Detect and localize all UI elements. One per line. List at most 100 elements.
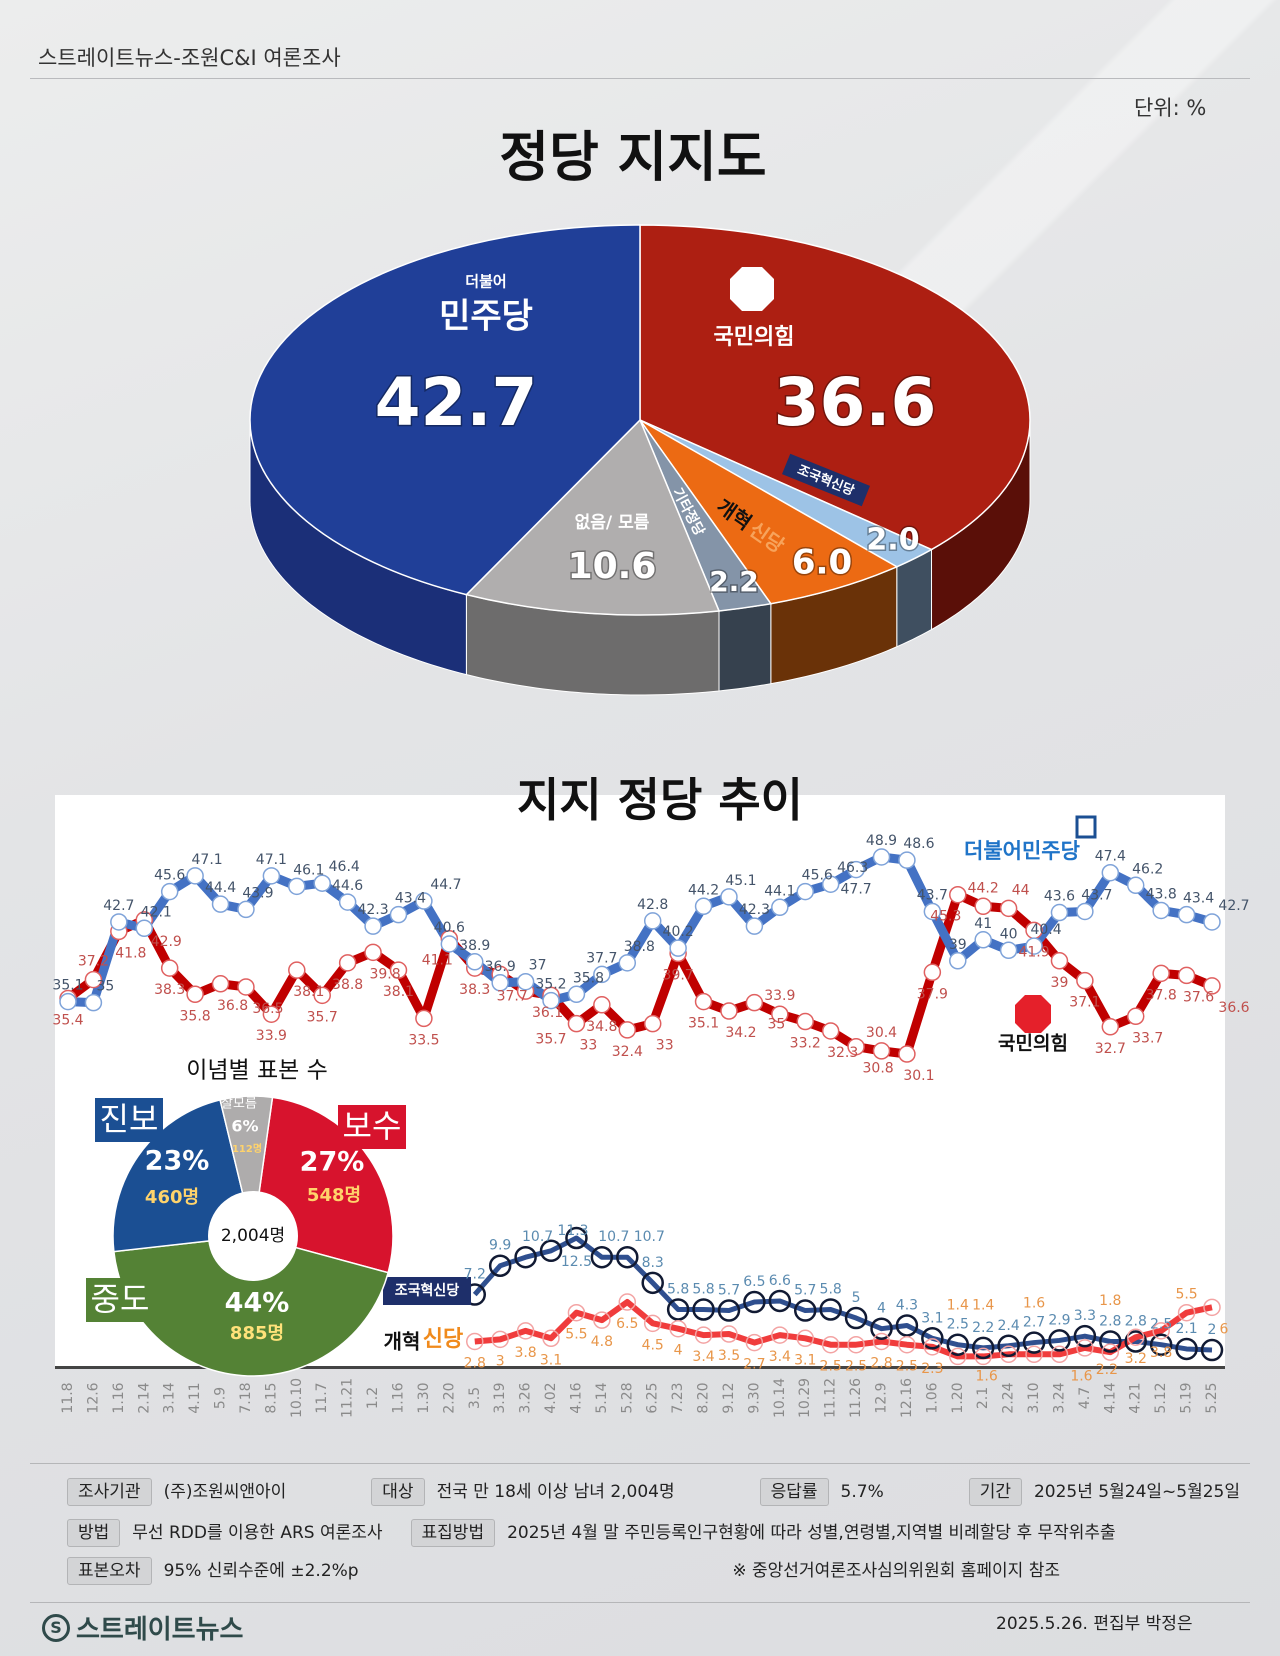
point-ppp [389, 961, 408, 979]
x-tick-label: 3.10 [1026, 1382, 1042, 1413]
data-label-ppp: 34.8 [586, 1019, 617, 1035]
method-value: 무선 RDD를 이용한 ARS 여론조사 [132, 1523, 383, 1543]
data-label-rebuilding: 2 [1208, 1322, 1217, 1338]
data-label-democratic: 35 [97, 979, 115, 995]
point-ppp [949, 885, 967, 904]
data-label-democratic: 43.7 [1081, 887, 1112, 903]
data-label-rebuilding: 3.1 [921, 1310, 943, 1326]
data-label-democratic: 35.1 [52, 978, 83, 994]
data-label-reform: 1.6 [975, 1368, 997, 1384]
point-democratic [1076, 902, 1094, 921]
ideology-name-box [95, 1098, 163, 1142]
point-rebuilding [870, 1317, 893, 1340]
point-democratic [237, 900, 255, 919]
point-ppp [923, 963, 942, 982]
data-label-democratic: 44.1 [764, 883, 795, 899]
point-rebuilding [616, 1245, 639, 1269]
point-ppp [415, 1009, 433, 1028]
point-ppp [872, 1042, 891, 1060]
data-label-rebuilding: 10.7 [522, 1229, 553, 1245]
point-reform [618, 1293, 637, 1311]
point-democratic [440, 935, 459, 953]
point-rebuilding [921, 1327, 944, 1350]
point-rebuilding [1048, 1329, 1071, 1352]
point-rebuilding [590, 1245, 614, 1269]
data-label-reform: 3.4 [692, 1349, 714, 1365]
data-label-rebuilding: 4.3 [896, 1297, 918, 1313]
x-tick-label: 1.06 [924, 1382, 940, 1413]
data-label-democratic: 43.6 [1044, 889, 1075, 905]
x-tick-label: 1.16 [390, 1382, 406, 1413]
data-label-democratic: 38.9 [459, 938, 490, 954]
data-label-reform: 3.8 [514, 1345, 536, 1361]
data-label-reform: 2.5 [820, 1359, 842, 1375]
data-label-rebuilding: 9.9 [489, 1238, 511, 1254]
reform-value: 6.0 [792, 543, 852, 583]
point-ppp [160, 959, 179, 977]
data-label-ppp: 33 [656, 1038, 674, 1054]
point-reform [593, 1311, 611, 1329]
data-label-reform: 6 [1220, 1321, 1229, 1337]
pie-side-others [718, 603, 772, 692]
none-label: 없음/ 모름 [575, 513, 650, 533]
point-democratic [338, 893, 357, 911]
data-label-ppp: 35.7 [535, 1031, 566, 1047]
error-label: 표본오차 [67, 1557, 152, 1585]
x-tick-label: 1.2 [365, 1387, 381, 1409]
point-democratic [949, 952, 967, 970]
data-label-rebuilding: 2.8 [1125, 1313, 1147, 1329]
data-label-reform: 1.4 [947, 1297, 969, 1313]
x-tick-label: 9.12 [721, 1382, 737, 1413]
x-tick-label: 10.10 [289, 1378, 305, 1418]
point-rebuilding [717, 1299, 741, 1322]
x-tick-label: 11.12 [823, 1378, 839, 1418]
point-reform [898, 1335, 916, 1354]
x-tick-label: 4.16 [568, 1382, 584, 1413]
data-label-rebuilding: 4 [877, 1301, 886, 1317]
rebuilding-logo-bg [782, 453, 870, 507]
point-democratic [364, 917, 382, 935]
rate-value: 5.7% [840, 1482, 884, 1502]
point-ppp [1076, 971, 1094, 990]
point-reform [745, 1333, 764, 1352]
point-reform [821, 1335, 840, 1354]
point-ppp [593, 996, 611, 1014]
point-reform [1025, 1345, 1043, 1364]
x-tick-label: 10.14 [772, 1378, 788, 1418]
data-label-rebuilding: 2.8 [1099, 1313, 1121, 1329]
democratic-logo-small: 더불어 [465, 273, 506, 291]
point-rebuilding [488, 1254, 512, 1277]
data-label-democratic: 46.2 [1132, 861, 1163, 877]
ideology-name: 중도 [91, 1280, 150, 1318]
series-line-ppp [65, 890, 1214, 1059]
data-label-ppp: 34.2 [725, 1025, 756, 1041]
data-label-ppp: 37.9 [917, 986, 948, 1002]
legend-democratic: 더불어민주당 [964, 839, 1080, 863]
series-line-reform [474, 1299, 1213, 1360]
data-label-democratic: 48.6 [903, 836, 934, 852]
point-democratic [745, 917, 764, 935]
democratic-value: 42.7 [375, 364, 538, 441]
point-rebuilding [692, 1298, 715, 1321]
point-reform [1152, 1322, 1170, 1340]
data-label-reform: 3.5 [718, 1348, 740, 1364]
sampling-value: 2025년 4월 말 주민등록인구현황에 따라 성별,연령별,지역별 비례할당 … [507, 1523, 1116, 1543]
data-label-ppp: 38.3 [154, 982, 185, 998]
point-ppp [211, 975, 230, 993]
point-democratic [186, 867, 204, 885]
data-label-ppp: 41.9 [1018, 944, 1049, 960]
point-rebuilding [1022, 1331, 1046, 1354]
ppp-value: 36.6 [774, 364, 937, 441]
point-ppp [364, 943, 382, 962]
data-label-democratic: 37.7 [586, 950, 617, 966]
point-reform [567, 1303, 586, 1322]
legend-reform-black: 개혁 [384, 1330, 421, 1354]
point-reform [872, 1332, 891, 1351]
x-tick-label: 2.1 [975, 1387, 991, 1409]
rebuilding-value: 2.0 [866, 523, 919, 558]
data-label-democratic: 46.1 [293, 862, 324, 878]
ideology-percent: 6% [231, 1117, 258, 1136]
data-label-democratic: 39 [949, 937, 967, 953]
point-ppp [720, 1002, 738, 1020]
data-label-democratic: 44.2 [688, 882, 719, 898]
